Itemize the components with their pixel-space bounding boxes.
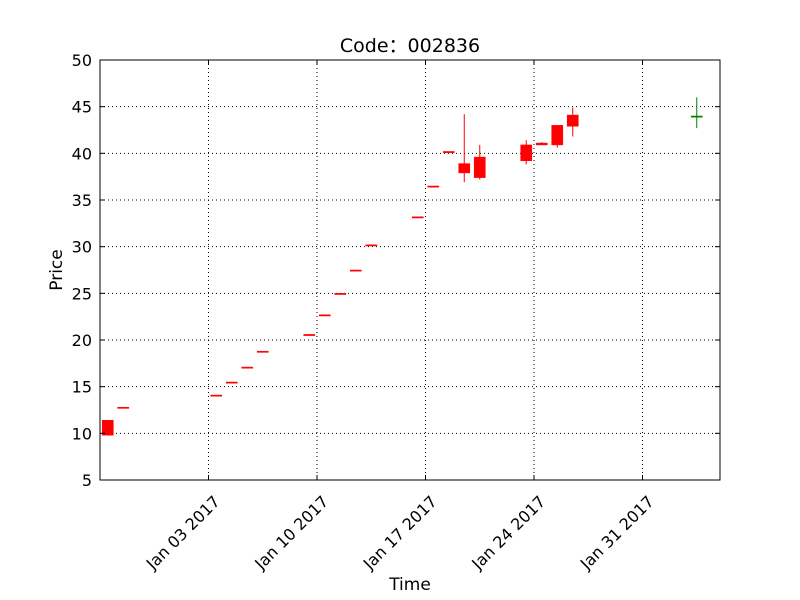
candle (458, 114, 471, 183)
candle-body (117, 406, 130, 409)
y-axis-title: Price (47, 249, 67, 290)
candle-body (690, 115, 703, 118)
x-tick-label: Jan 24 2017 (467, 492, 549, 574)
candle-body (458, 163, 471, 174)
candle (365, 244, 378, 247)
y-tick-label: 5 (82, 471, 92, 490)
candle (225, 381, 238, 384)
y-tick-label: 25 (72, 284, 92, 303)
x-axis-title: Time (388, 575, 431, 595)
y-tick-label: 15 (72, 378, 92, 397)
candle-body (520, 144, 533, 162)
candle (551, 125, 564, 148)
candle-body (566, 114, 579, 127)
y-tick-label: 30 (72, 238, 92, 257)
candle (256, 350, 269, 353)
candle (241, 366, 254, 369)
candle-body (101, 420, 114, 436)
x-tick-label: Jan 17 2017 (359, 492, 441, 574)
candle (303, 334, 316, 336)
candle-body (551, 125, 564, 146)
plot-area-frame (99, 59, 721, 481)
candle (535, 142, 548, 146)
y-tick-label: 50 (72, 51, 92, 70)
candle (117, 406, 130, 409)
candle (690, 97, 703, 129)
candle-body (442, 151, 455, 153)
candle (442, 151, 455, 153)
candle (566, 107, 579, 137)
candle-body (427, 185, 440, 188)
candle (349, 269, 362, 272)
candle-body (256, 350, 269, 353)
y-tick-label: 35 (72, 191, 92, 210)
y-tick-label: 10 (72, 424, 92, 443)
candle-body (473, 156, 486, 178)
y-tick-label: 20 (72, 331, 92, 350)
candle-body (303, 334, 316, 336)
candle-body (365, 244, 378, 247)
candle (427, 185, 440, 188)
candle (210, 394, 223, 397)
grid-lines (100, 60, 720, 480)
candle (101, 420, 114, 436)
y-tick-label: 40 (72, 144, 92, 163)
x-tick-label: Jan 03 2017 (142, 492, 224, 574)
candle-body (349, 269, 362, 272)
candle (473, 144, 486, 180)
chart-title: Code：002836 (340, 35, 480, 57)
axis-ticks: 5 10 15 20 25 30 35 40 45 50 Jan 03 2017 Jan 10 201… (72, 51, 720, 574)
candle (411, 216, 424, 219)
candle (520, 140, 533, 165)
candle (334, 293, 347, 295)
y-tick-label: 45 (72, 98, 92, 117)
candle-body (334, 293, 347, 295)
candle-body (535, 142, 548, 146)
candle (318, 314, 331, 317)
x-tick-label: Jan 31 2017 (576, 492, 658, 574)
candle-body (241, 366, 254, 369)
x-tick-label: Jan 10 2017 (250, 492, 332, 574)
candle-body (225, 381, 238, 384)
candle-body (318, 314, 331, 317)
candle-body (411, 216, 424, 219)
candle-body (210, 394, 223, 397)
candles (101, 97, 703, 436)
